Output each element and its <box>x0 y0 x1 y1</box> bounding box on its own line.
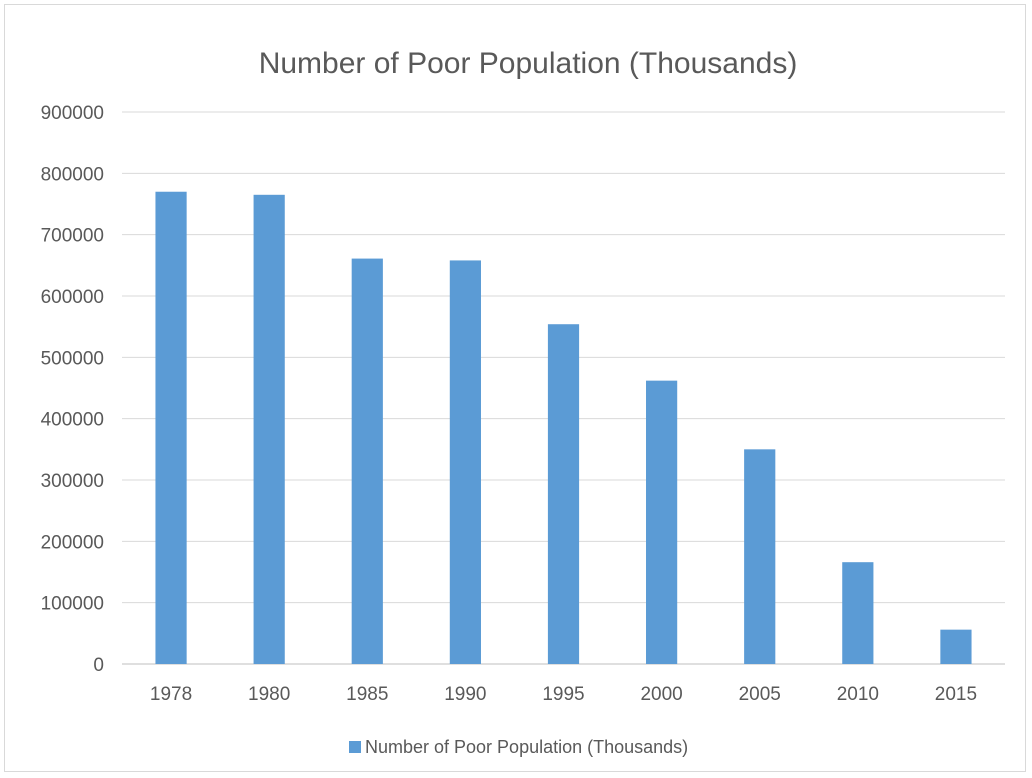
y-tick-label: 400000 <box>41 410 104 431</box>
y-tick-label: 300000 <box>41 471 104 492</box>
x-tick-label: 1980 <box>248 684 290 705</box>
bar-2015 <box>940 629 972 664</box>
y-tick-label: 500000 <box>41 348 104 369</box>
y-tick-label: 900000 <box>41 103 104 124</box>
bar-2005 <box>744 449 776 664</box>
x-tick-label: 1985 <box>346 684 388 705</box>
bar-1985 <box>351 258 383 664</box>
x-tick-label: 2000 <box>640 684 682 705</box>
y-tick-label: 100000 <box>41 594 104 615</box>
legend: Number of Poor Population (Thousands) <box>349 737 688 757</box>
bar-1995 <box>547 324 580 664</box>
x-axis-tick-labels: 1978 1980 1985 1990 1995 2000 2005 2010 2015 <box>150 684 977 705</box>
y-tick-label: 800000 <box>41 164 104 185</box>
bars <box>155 191 972 665</box>
y-tick-label: 0 <box>93 655 104 676</box>
bar-2000 <box>646 380 678 664</box>
bar-2010 <box>842 562 874 664</box>
chart-frame: Number of Poor Population (Thousands) 0 1… <box>4 4 1026 772</box>
x-tick-label: 2005 <box>739 684 781 705</box>
legend-label: Number of Poor Population (Thousands) <box>365 737 688 757</box>
x-tick-label: 2015 <box>935 684 977 705</box>
chart-title: Number of Poor Population (Thousands) <box>259 47 798 80</box>
y-tick-label: 200000 <box>41 532 104 553</box>
legend-swatch <box>349 741 361 753</box>
x-tick-label: 1990 <box>444 684 486 705</box>
x-tick-label: 1995 <box>542 684 584 705</box>
x-tick-label: 2010 <box>837 684 879 705</box>
x-tick-label: 1978 <box>150 684 192 705</box>
y-tick-label: 700000 <box>41 226 104 247</box>
bar-1978 <box>155 191 187 664</box>
y-axis-tick-labels: 0 100000 200000 300000 400000 500000 600000 700… <box>41 103 104 676</box>
bar-1980 <box>253 194 285 665</box>
bar-1990 <box>449 260 481 664</box>
bar-chart: Number of Poor Population (Thousands) 0 1… <box>41 47 1005 757</box>
y-tick-label: 600000 <box>41 287 104 308</box>
